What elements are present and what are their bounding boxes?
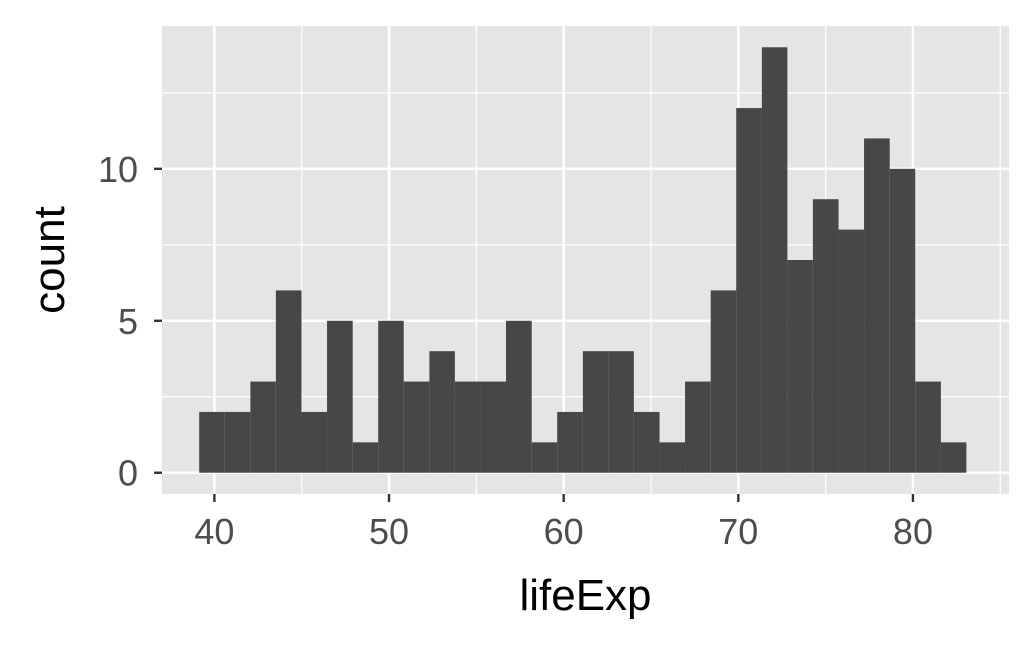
histogram-bar xyxy=(557,411,583,473)
histogram-bar xyxy=(506,320,532,473)
histogram-bar xyxy=(403,381,430,473)
histogram-bar xyxy=(275,290,302,473)
histogram-bar xyxy=(710,290,737,473)
histogram-bar xyxy=(915,381,941,473)
x-tick-label: 70 xyxy=(718,511,758,552)
histogram-bar xyxy=(454,381,481,473)
histogram-bar xyxy=(301,411,328,473)
histogram-bar xyxy=(812,199,839,473)
x-axis-title: lifeExp xyxy=(519,571,651,620)
x-tick-label: 80 xyxy=(893,511,933,552)
histogram-bar xyxy=(659,442,686,473)
y-tick-label: 5 xyxy=(118,301,138,342)
x-tick-label: 50 xyxy=(369,511,409,552)
histogram-bars xyxy=(199,47,967,473)
histogram-bar xyxy=(864,138,890,473)
histogram-bar xyxy=(327,320,353,473)
histogram-bar xyxy=(940,442,967,473)
histogram-bar xyxy=(378,320,404,473)
x-axis: 40 50 60 70 80 xyxy=(194,494,933,552)
x-tick-label: 60 xyxy=(544,511,584,552)
y-tick-label: 10 xyxy=(98,149,138,190)
histogram-bar xyxy=(480,381,507,473)
y-axis: 0 5 10 xyxy=(98,149,162,494)
histogram-bar xyxy=(761,47,788,473)
y-axis-title: count xyxy=(25,206,74,314)
histogram-bar xyxy=(736,108,762,473)
x-tick-label: 40 xyxy=(194,511,234,552)
histogram-bar xyxy=(224,411,251,473)
histogram-bar xyxy=(582,351,609,473)
histogram-bar xyxy=(787,260,813,473)
y-tick-label: 0 xyxy=(118,453,138,494)
histogram-bar xyxy=(250,381,276,473)
histogram-bar xyxy=(838,229,865,473)
histogram-bar xyxy=(889,168,916,473)
histogram-bar xyxy=(531,442,558,473)
histogram-bar xyxy=(429,351,455,473)
histogram-bar xyxy=(199,411,225,473)
histogram-bar xyxy=(685,381,711,473)
histogram-bar xyxy=(633,411,660,473)
histogram-bar xyxy=(352,442,379,473)
histogram-bar xyxy=(608,351,634,473)
